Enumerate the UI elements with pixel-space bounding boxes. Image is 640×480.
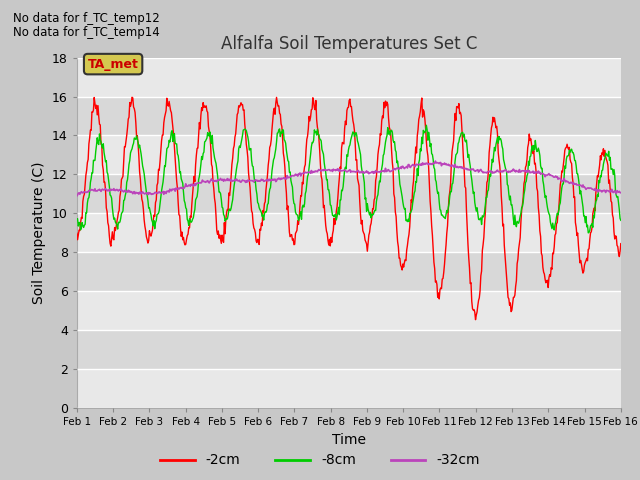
Text: No data for f_TC_temp14: No data for f_TC_temp14 — [13, 26, 159, 39]
Bar — [77, 96, 621, 135]
Bar — [77, 330, 621, 369]
Bar — [77, 291, 621, 330]
Bar — [77, 135, 621, 174]
Bar — [77, 174, 621, 213]
Bar — [77, 369, 621, 408]
Bar — [77, 58, 621, 96]
Legend: -2cm, -8cm, -32cm: -2cm, -8cm, -32cm — [154, 448, 486, 473]
Text: TA_met: TA_met — [88, 58, 138, 71]
Title: Alfalfa Soil Temperatures Set C: Alfalfa Soil Temperatures Set C — [221, 35, 477, 53]
Y-axis label: Soil Temperature (C): Soil Temperature (C) — [33, 162, 46, 304]
X-axis label: Time: Time — [332, 432, 366, 446]
Text: No data for f_TC_temp12: No data for f_TC_temp12 — [13, 12, 159, 25]
Bar — [77, 213, 621, 252]
Bar — [77, 252, 621, 291]
